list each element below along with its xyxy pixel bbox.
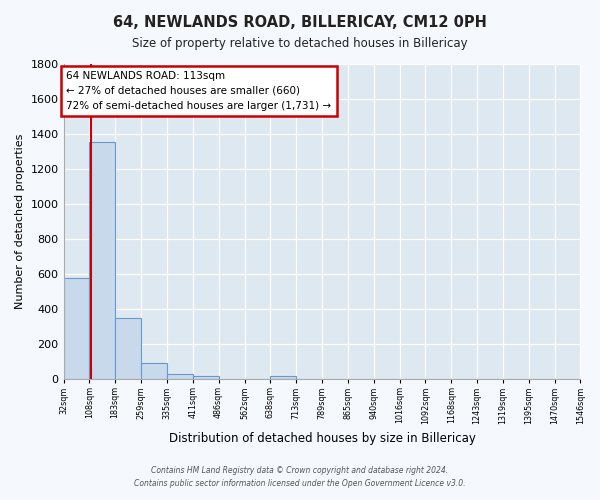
Bar (115, 318, 141, 379)
Bar (271, 376, 296, 379)
Bar (141, 363, 167, 379)
Bar (193, 376, 218, 379)
Bar (64, 278, 89, 379)
X-axis label: Distribution of detached houses by size in Billericay: Distribution of detached houses by size … (169, 432, 475, 445)
Text: 64, NEWLANDS ROAD, BILLERICAY, CM12 0PH: 64, NEWLANDS ROAD, BILLERICAY, CM12 0PH (113, 15, 487, 30)
Text: Contains HM Land Registry data © Crown copyright and database right 2024.
Contai: Contains HM Land Registry data © Crown c… (134, 466, 466, 487)
Y-axis label: Number of detached properties: Number of detached properties (15, 134, 25, 310)
Text: 64 NEWLANDS ROAD: 113sqm
← 27% of detached houses are smaller (660)
72% of semi-: 64 NEWLANDS ROAD: 113sqm ← 27% of detach… (66, 71, 331, 110)
Bar (89, 142, 115, 379)
Text: Size of property relative to detached houses in Billericay: Size of property relative to detached ho… (132, 38, 468, 51)
Bar (167, 374, 193, 379)
